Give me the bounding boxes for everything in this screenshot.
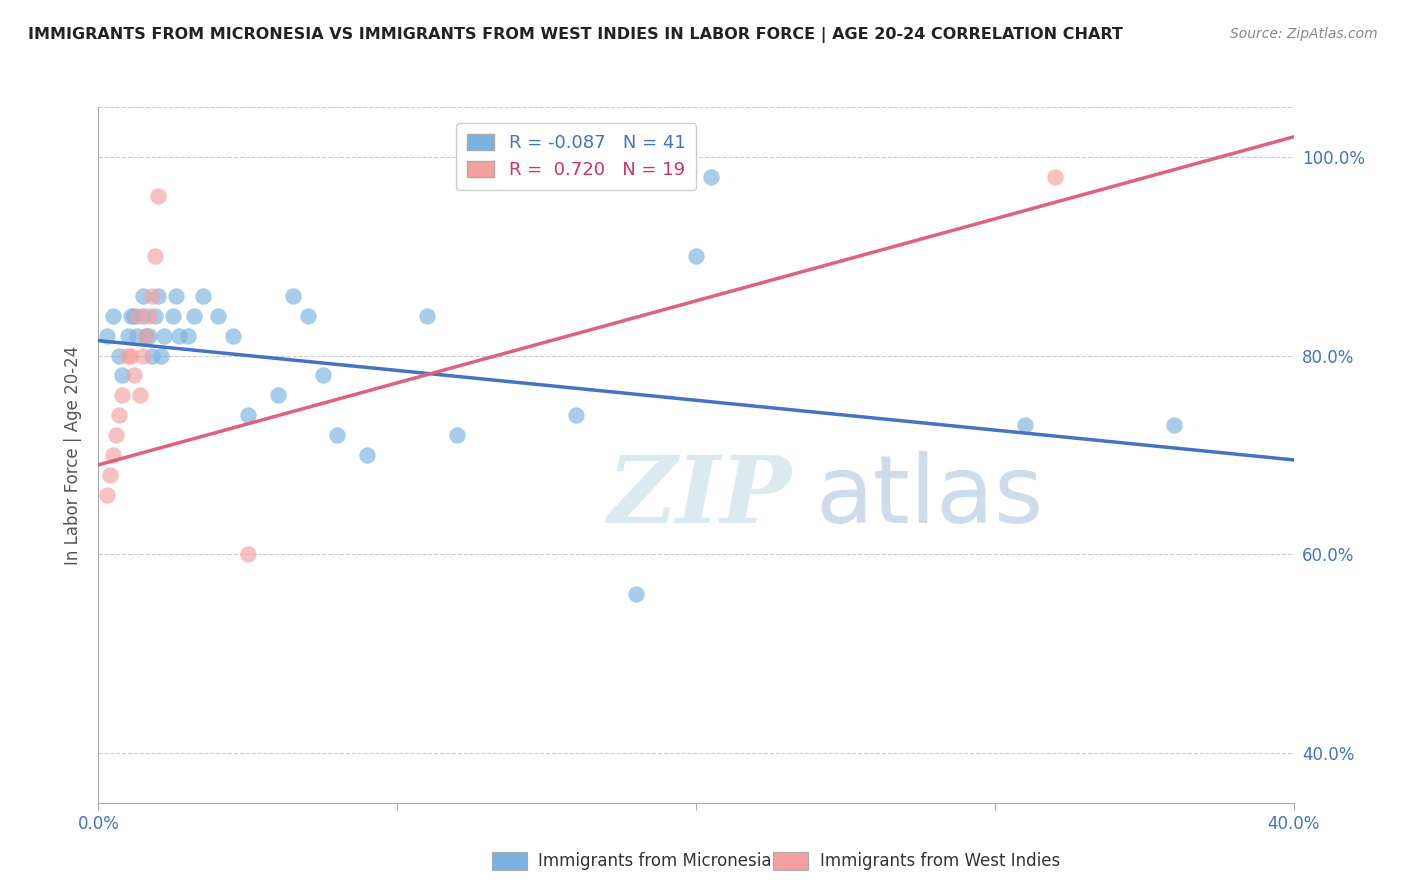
Point [700,169,723,184]
Point [207,309,229,323]
Point [167,328,190,343]
Point [685,249,707,263]
Text: Source: ZipAtlas.com: Source: ZipAtlas.com [1230,27,1378,41]
Point [129,388,152,402]
Point [236,408,259,422]
Point [1043,169,1066,184]
Legend: R = -0.087   N = 41, R =  0.720   N = 19: R = -0.087 N = 41, R = 0.720 N = 19 [457,123,696,190]
Point [138,309,160,323]
Point [1014,418,1036,433]
Point [281,289,304,303]
Point [356,448,378,462]
Point [148,289,170,303]
Text: Immigrants from Micronesia: Immigrants from Micronesia [538,852,772,870]
Point [96,328,118,343]
Point [108,408,131,422]
Point [96,488,118,502]
Point [150,349,173,363]
Point [108,349,131,363]
Point [222,328,245,343]
Point [132,349,155,363]
Point [135,328,157,343]
Point [120,349,142,363]
Point [100,467,122,482]
Point [416,309,439,323]
Point [120,309,142,323]
Y-axis label: In Labor Force | Age 20-24: In Labor Force | Age 20-24 [65,345,83,565]
Point [127,328,149,343]
Text: atlas: atlas [815,450,1043,542]
Point [127,309,149,323]
Point [141,289,163,303]
Point [162,309,184,323]
Point [132,309,155,323]
Point [135,328,157,343]
Text: Immigrants from West Indies: Immigrants from West Indies [820,852,1060,870]
Point [165,289,187,303]
Point [141,349,163,363]
Point [103,309,125,323]
Point [143,309,166,323]
Point [132,289,155,303]
Point [117,328,139,343]
Point [311,368,333,383]
Point [111,388,134,402]
Text: IMMIGRANTS FROM MICRONESIA VS IMMIGRANTS FROM WEST INDIES IN LABOR FORCE | AGE 2: IMMIGRANTS FROM MICRONESIA VS IMMIGRANTS… [28,27,1123,43]
Point [626,587,648,601]
Text: ZIP: ZIP [607,451,792,541]
Point [236,547,259,561]
Point [143,249,166,263]
Point [267,388,290,402]
Point [124,368,146,383]
Point [297,309,319,323]
Point [138,328,160,343]
Point [1163,418,1185,433]
Point [326,428,349,442]
Point [111,368,134,383]
Point [148,189,170,203]
Point [191,289,214,303]
Point [103,448,125,462]
Point [105,428,128,442]
Point [745,850,768,864]
Point [446,428,468,442]
Point [153,328,176,343]
Point [565,408,588,422]
Point [124,309,146,323]
Point [117,349,139,363]
Point [183,309,205,323]
Point [177,328,200,343]
